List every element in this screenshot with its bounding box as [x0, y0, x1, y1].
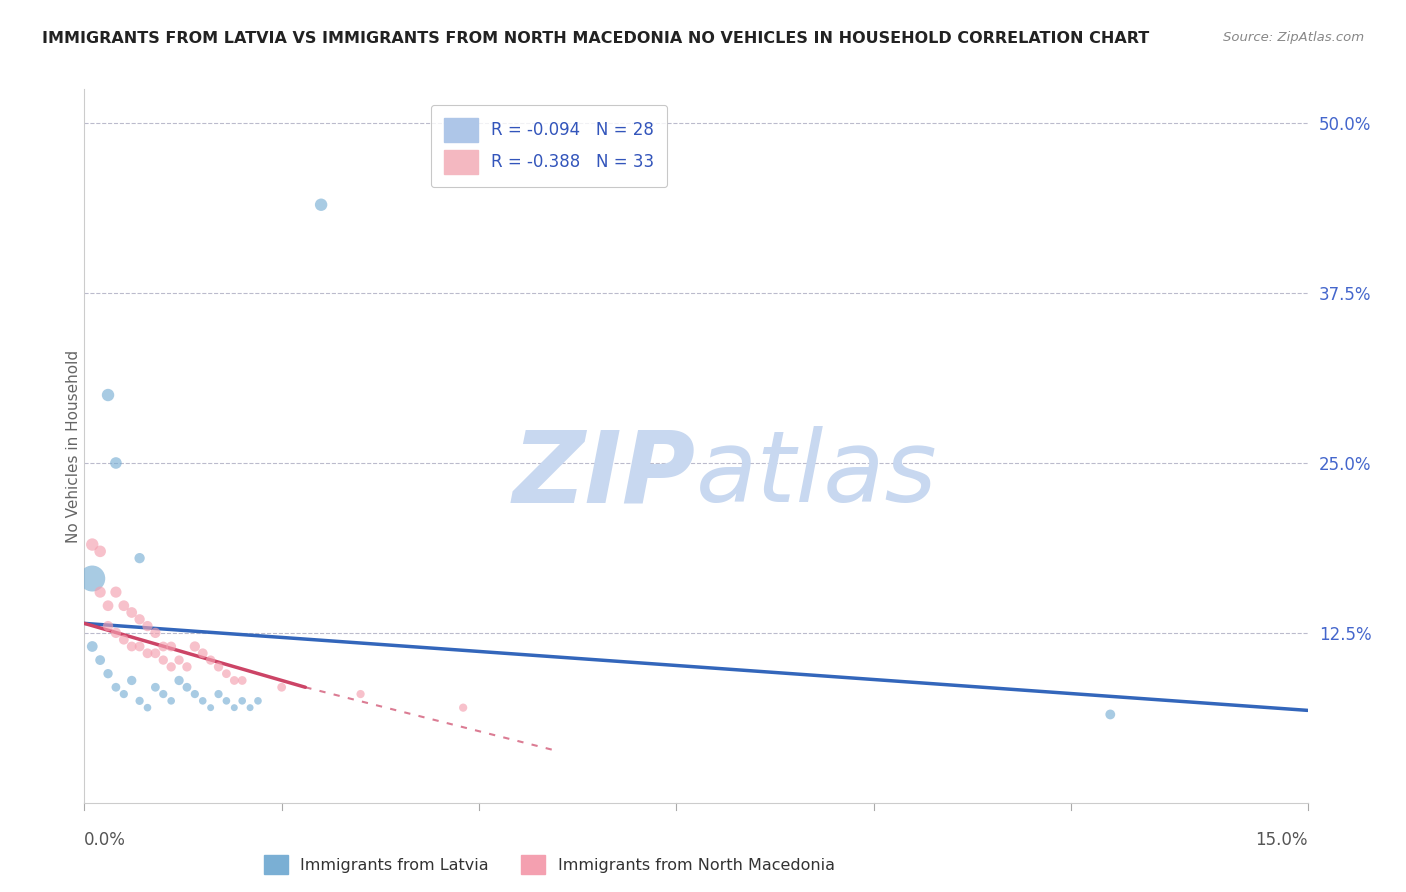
Point: [246, 694, 269, 708]
Point: [97, 599, 120, 613]
Text: IMMIGRANTS FROM LATVIA VS IMMIGRANTS FROM NORTH MACEDONIA NO VEHICLES IN HOUSEHO: IMMIGRANTS FROM LATVIA VS IMMIGRANTS FRO…: [42, 31, 1150, 46]
Point: [128, 612, 150, 626]
Point: [160, 660, 183, 674]
Text: ZIP: ZIP: [513, 426, 696, 523]
Point: [136, 700, 159, 714]
Point: [82, 537, 104, 551]
Point: [97, 388, 120, 402]
Point: [121, 640, 143, 654]
Legend: R = -0.094   N = 28, R = -0.388   N = 33: R = -0.094 N = 28, R = -0.388 N = 33: [432, 104, 668, 186]
Point: [349, 687, 371, 701]
Point: [128, 694, 150, 708]
Point: [231, 694, 253, 708]
Point: [224, 673, 246, 688]
Point: [239, 700, 262, 714]
Point: [200, 653, 222, 667]
Text: Source: ZipAtlas.com: Source: ZipAtlas.com: [1223, 31, 1364, 45]
Point: [104, 585, 127, 599]
Point: [128, 640, 150, 654]
Point: [89, 653, 111, 667]
Point: [145, 680, 167, 694]
Point: [152, 687, 174, 701]
Y-axis label: No Vehicles in Household: No Vehicles in Household: [66, 350, 80, 542]
Point: [136, 646, 159, 660]
Point: [82, 572, 104, 586]
Text: 0.0%: 0.0%: [84, 831, 127, 849]
Point: [89, 585, 111, 599]
Point: [112, 632, 135, 647]
Point: [167, 653, 190, 667]
Point: [207, 687, 229, 701]
Point: [89, 544, 111, 558]
Point: [451, 700, 474, 714]
Point: [104, 626, 127, 640]
Point: [184, 640, 207, 654]
Point: [215, 666, 238, 681]
Point: [152, 653, 174, 667]
Text: atlas: atlas: [696, 426, 938, 523]
Point: [136, 619, 159, 633]
Point: [167, 673, 190, 688]
Point: [104, 680, 127, 694]
Point: [145, 626, 167, 640]
Point: [191, 646, 214, 660]
Point: [145, 646, 167, 660]
Point: [184, 687, 207, 701]
Point: [97, 666, 120, 681]
Point: [104, 456, 127, 470]
Point: [207, 660, 229, 674]
Point: [112, 687, 135, 701]
Point: [97, 619, 120, 633]
Point: [82, 640, 104, 654]
Point: [200, 700, 222, 714]
Text: 15.0%: 15.0%: [1256, 831, 1308, 849]
Point: [112, 599, 135, 613]
Point: [176, 680, 198, 694]
Point: [231, 673, 253, 688]
Point: [309, 198, 332, 212]
Point: [121, 673, 143, 688]
Point: [160, 694, 183, 708]
Point: [128, 551, 150, 566]
Point: [224, 700, 246, 714]
Point: [152, 640, 174, 654]
Point: [215, 694, 238, 708]
Point: [176, 660, 198, 674]
Point: [121, 606, 143, 620]
Point: [270, 680, 292, 694]
Point: [1099, 707, 1122, 722]
Point: [191, 694, 214, 708]
Point: [160, 640, 183, 654]
